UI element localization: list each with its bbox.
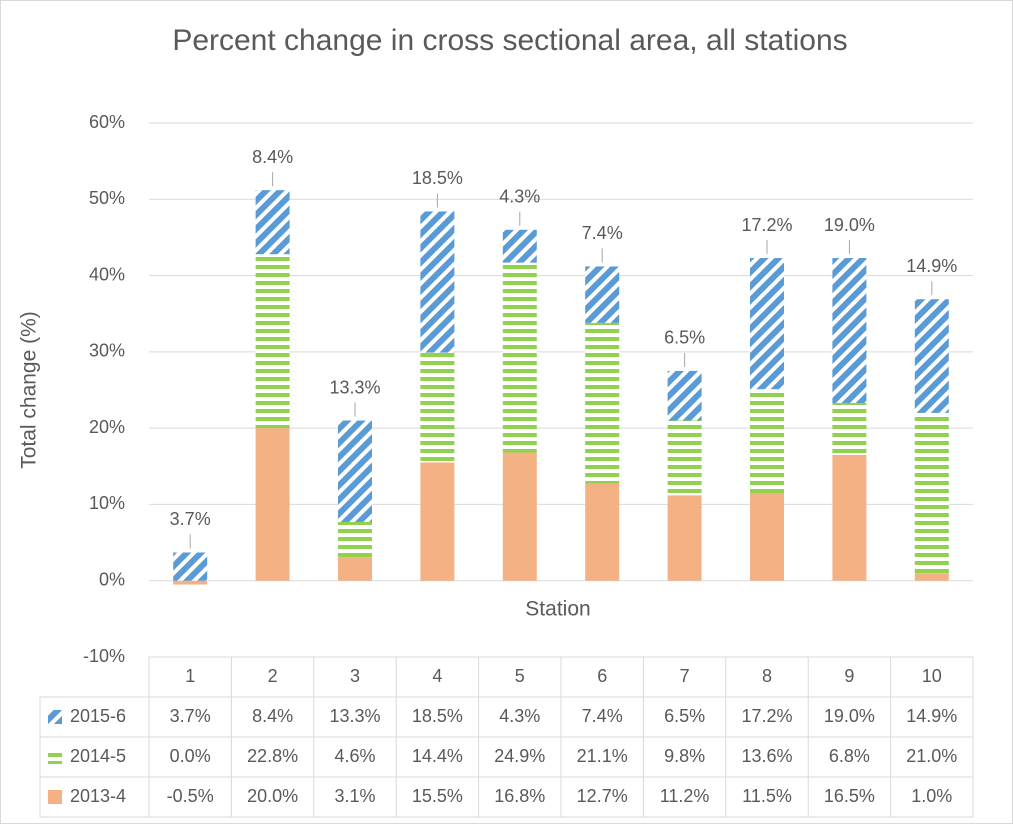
table-cell: 7.4% xyxy=(582,706,623,726)
bar-segment xyxy=(667,495,702,581)
y-axis-title: Total change (%) xyxy=(18,311,41,469)
table-cell: -0.5% xyxy=(167,786,214,806)
table-cell: 22.8% xyxy=(247,746,298,766)
x-tick-label: 2 xyxy=(268,666,278,686)
table-cell: 3.1% xyxy=(334,786,375,806)
table-cell: 6.8% xyxy=(829,746,870,766)
legend-swatch xyxy=(48,710,62,724)
y-tick-label: 40% xyxy=(89,264,125,284)
bar-segment xyxy=(173,580,208,585)
table-cell: 9.8% xyxy=(664,746,705,766)
x-tick-label: 10 xyxy=(922,666,942,686)
table-cell: 11.5% xyxy=(742,786,792,806)
bar-segment xyxy=(338,521,372,558)
bar-segment xyxy=(914,412,949,574)
table-cell: 15.5% xyxy=(412,786,463,806)
table-cell: 13.3% xyxy=(329,706,380,726)
data-label: 3.7% xyxy=(170,509,211,529)
x-tick-label: 3 xyxy=(350,666,360,686)
table-cell: 14.4% xyxy=(412,746,463,766)
bar-segment xyxy=(502,229,537,263)
bar-segment xyxy=(832,402,867,455)
bar-segment xyxy=(750,389,784,493)
data-label: 17.2% xyxy=(741,215,792,235)
bar-segment xyxy=(914,299,949,413)
data-label: 8.4% xyxy=(252,147,293,167)
bar-segment xyxy=(173,552,208,581)
table-cell: 18.5% xyxy=(412,706,463,726)
table-cell: 21.1% xyxy=(577,746,628,766)
y-tick-label: 30% xyxy=(89,341,125,361)
legend-swatch xyxy=(48,750,62,764)
bar-segment xyxy=(750,258,784,390)
table-cell: 13.6% xyxy=(741,746,792,766)
x-tick-label: 6 xyxy=(597,666,607,686)
bar-segment xyxy=(832,454,867,581)
bar-segment xyxy=(255,190,290,255)
bar-segment xyxy=(502,452,537,581)
legend-label: 2015-6 xyxy=(70,706,126,726)
x-tick-label: 9 xyxy=(844,666,854,686)
y-tick-label: -10% xyxy=(83,646,125,666)
y-tick-label: 20% xyxy=(89,417,125,437)
bar-segment xyxy=(585,266,620,323)
table-cell: 16.5% xyxy=(824,786,875,806)
legend-label: 2013-4 xyxy=(70,786,126,806)
bar-segment xyxy=(750,492,784,581)
data-label: 4.3% xyxy=(499,187,540,207)
table-cell: 6.5% xyxy=(664,706,705,726)
x-tick-label: 8 xyxy=(762,666,772,686)
data-label: 19.0% xyxy=(824,215,875,235)
x-tick-label: 7 xyxy=(680,666,690,686)
y-tick-label: 50% xyxy=(89,188,125,208)
legend-swatch xyxy=(48,790,62,804)
table-cell: 14.9% xyxy=(906,706,957,726)
data-label: 7.4% xyxy=(582,223,623,243)
bar-segment xyxy=(255,428,290,581)
y-tick-label: 0% xyxy=(99,569,125,589)
data-label: 6.5% xyxy=(664,328,705,348)
table-cell: 11.2% xyxy=(660,786,710,806)
bar-segment xyxy=(255,254,290,429)
x-tick-label: 1 xyxy=(185,666,195,686)
bar-segment xyxy=(502,262,537,453)
table-cell: 1.0% xyxy=(911,786,952,806)
bar-segment xyxy=(667,370,702,421)
table-cell: 3.7% xyxy=(170,706,211,726)
data-label: 14.9% xyxy=(906,256,957,276)
bar-segment xyxy=(914,573,949,581)
table-cell: 0.0% xyxy=(170,746,211,766)
table-cell: 24.9% xyxy=(494,746,545,766)
table-cell: 20.0% xyxy=(247,786,298,806)
table-cell: 4.6% xyxy=(334,746,375,766)
legend-label: 2014-5 xyxy=(70,746,126,766)
table-cell: 12.7% xyxy=(577,786,628,806)
table-cell: 17.2% xyxy=(741,706,792,726)
bar-segment xyxy=(585,322,620,484)
bar-segment xyxy=(338,420,372,522)
y-tick-label: 60% xyxy=(89,112,125,132)
x-axis-title: Station xyxy=(525,598,590,621)
table-cell: 21.0% xyxy=(906,746,957,766)
table-cell: 16.8% xyxy=(494,786,545,806)
y-tick-label: 10% xyxy=(89,493,125,513)
table-cell: 8.4% xyxy=(252,706,293,726)
bar-segment xyxy=(338,557,372,581)
bar-segment xyxy=(420,462,455,581)
chart-title: Percent change in cross sectional area, … xyxy=(172,24,848,57)
table-cell: 19.0% xyxy=(824,706,875,726)
data-label: 13.3% xyxy=(329,377,380,397)
bar-segment xyxy=(420,352,455,463)
bar-segment xyxy=(667,420,702,496)
x-tick-label: 5 xyxy=(515,666,525,686)
bar-segment xyxy=(832,258,867,403)
data-label: 18.5% xyxy=(412,168,463,188)
bar-segment xyxy=(420,211,455,353)
table-cell: 4.3% xyxy=(499,706,540,726)
x-tick-label: 4 xyxy=(432,666,442,686)
bar-segment xyxy=(585,483,620,581)
